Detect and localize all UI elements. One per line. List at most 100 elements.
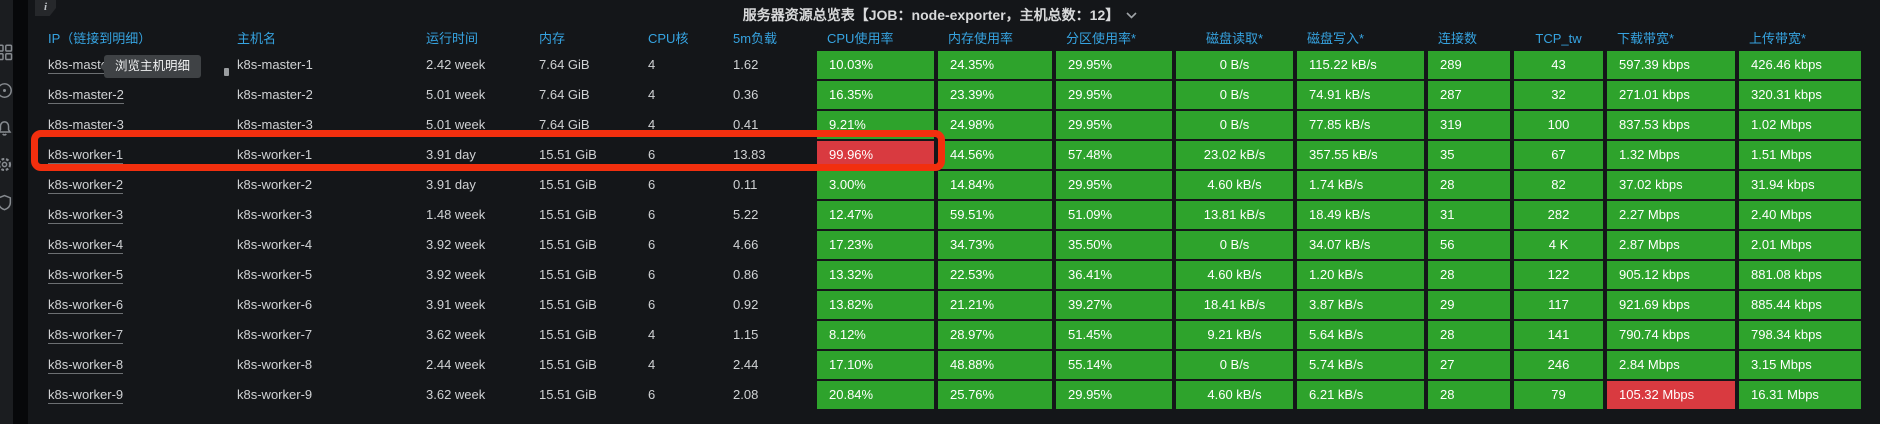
cell-mem: 34.73% (938, 231, 1052, 259)
column-header-down[interactable]: 下载带宽* (1617, 31, 1675, 46)
cell-write: 18.49 kB/s (1297, 201, 1424, 229)
cell-read: 9.21 kB/s (1176, 321, 1293, 349)
column-header-cores[interactable]: CPU核 (648, 31, 689, 46)
column-header-load[interactable]: 5m负载 (733, 31, 778, 46)
cell-memory: 15.51 GiB (539, 327, 597, 342)
cell-mem: 21.21% (938, 291, 1052, 319)
cell-mem: 44.56% (938, 141, 1052, 169)
cell-tcp: 282 (1514, 201, 1603, 229)
cell-conn: 28 (1428, 321, 1510, 349)
column-header-mem[interactable]: 内存使用率 (948, 31, 1014, 46)
cell-ip[interactable]: k8s-worker-2 (48, 170, 232, 200)
cell-ip[interactable]: k8s-worker-5 (48, 260, 232, 290)
cell-cores: 6 (648, 237, 656, 252)
cell-part: 29.95% (1056, 381, 1172, 409)
column-header-hostname[interactable]: 主机名 (237, 31, 277, 46)
column-header-conn[interactable]: 连接数 (1438, 31, 1478, 46)
cell-up: 2.01 Mbps (1739, 231, 1861, 259)
dashboard-grid-icon[interactable] (0, 44, 13, 61)
column-header-cpu[interactable]: CPU使用率 (827, 31, 894, 46)
explore-circle-icon[interactable] (0, 82, 13, 99)
cell-ip[interactable]: k8s-worker-3 (48, 200, 232, 230)
host-link[interactable]: k8s-master-2 (48, 87, 124, 104)
cell-down: 2.87 Mbps (1607, 231, 1735, 259)
security-shield-icon[interactable] (0, 194, 13, 211)
alerting-bell-icon[interactable] (0, 120, 13, 137)
cell-ip[interactable]: k8s-worker-4 (48, 230, 232, 260)
host-link[interactable]: k8s-worker-5 (48, 267, 124, 284)
cell-hostname: k8s-worker-1 (237, 147, 313, 162)
cell-uptime: 3.91 day (426, 177, 476, 192)
cell-tcp: 67 (1514, 141, 1603, 169)
cell-hostname: k8s-worker-8 (237, 357, 313, 372)
cell-load: 0.92 (733, 297, 759, 312)
cell-hostname: k8s-master-3 (237, 117, 313, 132)
cell-down: 597.39 kbps (1607, 51, 1735, 79)
cell-tcp: 82 (1514, 171, 1603, 199)
cell-cores: 4 (648, 57, 656, 72)
cell-mem: 22.53% (938, 261, 1052, 289)
cell-write: 1.74 kB/s (1297, 171, 1424, 199)
cell-down: 2.84 Mbps (1607, 351, 1735, 379)
host-link[interactable]: k8s-master-3 (48, 117, 124, 134)
column-header-up[interactable]: 上传带宽* (1749, 31, 1807, 46)
cell-load: 0.11 (733, 177, 758, 192)
host-link[interactable]: k8s-worker-9 (48, 387, 124, 404)
cell-memory: 15.51 GiB (539, 147, 597, 162)
column-header-memory[interactable]: 内存 (539, 31, 566, 46)
host-link[interactable]: k8s-worker-2 (48, 177, 124, 194)
cell-part: 35.50% (1056, 231, 1172, 259)
host-link[interactable]: k8s-worker-8 (48, 357, 124, 374)
cell-ip[interactable]: k8s-master-2 (48, 80, 232, 110)
cell-mem: 59.51% (938, 201, 1052, 229)
cell-conn: 287 (1428, 81, 1510, 109)
cell-memory: 15.51 GiB (539, 177, 597, 192)
cell-cores: 4 (648, 327, 656, 342)
cell-part: 29.95% (1056, 171, 1172, 199)
cell-ip[interactable]: k8s-master-3 (48, 110, 232, 140)
cell-write: 6.21 kB/s (1297, 381, 1424, 409)
cell-up: 2.40 Mbps (1739, 201, 1861, 229)
cell-uptime: 2.42 week (426, 57, 486, 72)
host-link[interactable]: k8s-worker-3 (48, 207, 124, 224)
column-header-read[interactable]: 磁盘读取* (1205, 31, 1264, 46)
settings-gear-icon[interactable] (0, 156, 13, 173)
cell-mem: 24.98% (938, 111, 1052, 139)
column-header-ip[interactable]: IP（链接到明细） (48, 31, 152, 46)
cell-memory: 15.51 GiB (539, 237, 597, 252)
column-header-tcp[interactable]: TCP_tw (1535, 31, 1582, 46)
host-link[interactable]: k8s-worker-4 (48, 237, 124, 254)
panel-info-icon[interactable]: i (35, 0, 56, 16)
cell-down: 271.01 kbps (1607, 81, 1735, 109)
column-header-write[interactable]: 磁盘写入* (1307, 31, 1365, 46)
cell-conn: 31 (1428, 201, 1510, 229)
cell-ip[interactable]: k8s-worker-1 (48, 140, 232, 170)
cell-read: 23.02 kB/s (1176, 141, 1293, 169)
cell-load: 2.08 (733, 387, 759, 402)
cell-ip[interactable]: k8s-worker-7 (48, 320, 232, 350)
host-link[interactable]: k8s-worker-1 (48, 147, 124, 164)
cell-conn: 28 (1428, 381, 1510, 409)
mouse-cursor (224, 68, 229, 76)
cell-uptime: 3.92 week (426, 267, 486, 282)
cell-cores: 6 (648, 177, 656, 192)
cell-load: 0.36 (733, 87, 759, 102)
cell-ip[interactable]: k8s-worker-6 (48, 290, 232, 320)
cell-cpu: 17.23% (817, 231, 934, 259)
cell-part: 57.48% (1056, 141, 1172, 169)
cell-ip[interactable]: k8s-worker-9 (48, 380, 232, 410)
cell-cores: 6 (648, 387, 656, 402)
cell-uptime: 3.91 day (426, 147, 476, 162)
cell-tcp: 246 (1514, 351, 1603, 379)
cell-load: 1.15 (733, 327, 759, 342)
cell-ip[interactable]: k8s-worker-8 (48, 350, 232, 380)
column-header-part[interactable]: 分区使用率* (1066, 31, 1137, 46)
column-header-uptime[interactable]: 运行时间 (426, 31, 479, 46)
cell-up: 1.02 Mbps (1739, 111, 1861, 139)
host-link[interactable]: k8s-worker-7 (48, 327, 124, 344)
cell-read: 0 B/s (1176, 111, 1293, 139)
cell-memory: 15.51 GiB (539, 357, 597, 372)
panel-title[interactable]: 服务器资源总览表【JOB：node-exporter，主机总数：12】 (0, 5, 1880, 25)
host-link[interactable]: k8s-worker-6 (48, 297, 124, 314)
cell-hostname: k8s-worker-5 (237, 267, 313, 282)
